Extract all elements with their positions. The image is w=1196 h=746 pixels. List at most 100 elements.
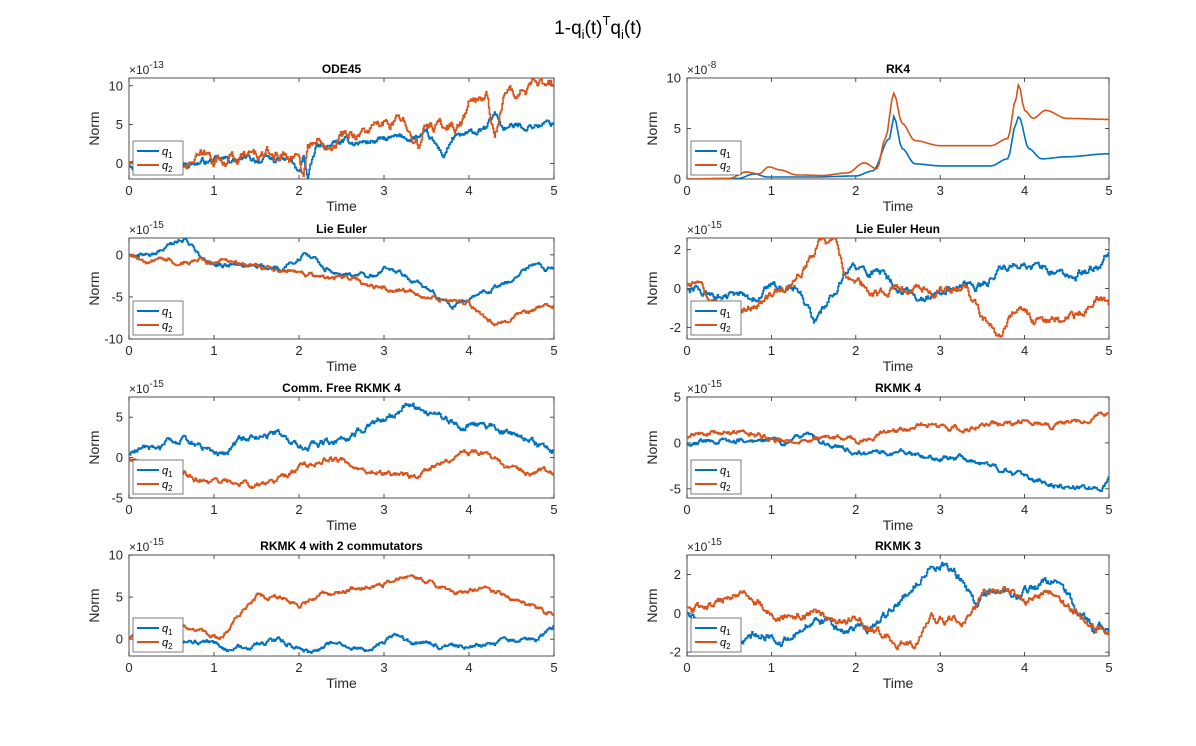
- subplot-title: RKMK 4 with 2 commutators: [260, 539, 423, 553]
- title-part-sub: i: [582, 27, 585, 42]
- exponent-power: -15: [149, 220, 164, 231]
- y-tick-label: -5: [111, 491, 123, 506]
- legend-subscript: 1: [726, 628, 731, 637]
- series-line-q1: [687, 561, 1109, 648]
- legend-subscript: 2: [726, 484, 731, 493]
- x-axis-label: Time: [326, 675, 357, 691]
- exponent-base: ×10: [687, 540, 708, 554]
- y-tick-label: 0: [116, 247, 123, 262]
- legend-symbol: q: [720, 306, 727, 318]
- axes-box: [128, 237, 555, 340]
- x-tick-label: 5: [550, 660, 557, 675]
- legend-subscript: 2: [168, 165, 173, 174]
- title-part-sub2: i: [621, 27, 624, 42]
- exponent-label: ×10-15: [129, 220, 164, 237]
- legend-subscript: 1: [168, 628, 173, 637]
- x-tick-label: 2: [295, 343, 302, 358]
- title-part-sup: T: [602, 13, 610, 28]
- exponent-power: -15: [707, 220, 722, 231]
- x-tick-label: 0: [125, 502, 132, 517]
- x-tick-label: 5: [1105, 502, 1112, 517]
- subplot-title: Lie Euler: [316, 222, 367, 236]
- legend-box: [132, 140, 184, 176]
- exponent-power: -15: [149, 379, 164, 390]
- y-tick-label: 5: [116, 117, 123, 132]
- y-axis-label: Norm: [86, 430, 102, 464]
- legend-label-q1: q1: [162, 306, 173, 320]
- x-tick-label: 0: [683, 502, 690, 517]
- x-tick-label: 1: [210, 183, 217, 198]
- subplot-title: RKMK 4: [875, 381, 921, 395]
- title-part-mid: (t): [585, 18, 603, 39]
- legend-symbol: q: [720, 623, 727, 635]
- x-tick-label: 5: [1105, 183, 1112, 198]
- legend-symbol: q: [720, 160, 727, 172]
- subplot-5: 0 1 2 3 4 5-505×10-15 Comm. Free RKMK 4TimeNor…: [86, 379, 558, 533]
- y-axis-label: Norm: [86, 111, 102, 145]
- exponent-base: ×10: [687, 223, 708, 237]
- y-tick-label: 0: [116, 632, 123, 647]
- x-tick-label: 2: [295, 183, 302, 198]
- x-tick-label: 2: [295, 660, 302, 675]
- legend-subscript: 2: [726, 165, 731, 174]
- y-axis-label: Norm: [86, 271, 102, 305]
- legend-box: [690, 617, 742, 653]
- exponent-base: ×10: [687, 382, 708, 396]
- title-part-main: 1-q: [554, 18, 581, 39]
- x-tick-label: 3: [937, 502, 944, 517]
- x-tick-label: 3: [380, 183, 387, 198]
- y-tick-label: 5: [116, 590, 123, 605]
- x-tick-label: 3: [937, 183, 944, 198]
- exponent-label: ×10-13: [129, 60, 164, 77]
- legend-subscript: 2: [726, 325, 731, 334]
- x-axis-label: Time: [883, 675, 914, 691]
- series-line-q1: [687, 252, 1109, 324]
- x-tick-label: 0: [683, 660, 690, 675]
- legend-box: [690, 300, 742, 336]
- y-tick-label: -5: [669, 481, 681, 496]
- x-tick-label: 4: [465, 183, 472, 198]
- legend-label-q1: q1: [162, 623, 173, 637]
- y-tick-label: 10: [667, 71, 681, 86]
- legend-label-q1: q1: [720, 623, 731, 637]
- legend-subscript: 2: [168, 484, 173, 493]
- legend-label-q1: q1: [162, 465, 173, 479]
- series-line-q2: [129, 78, 554, 177]
- series-line-q1: [129, 402, 554, 457]
- y-tick-label: 2: [674, 242, 681, 257]
- legend-box: [132, 459, 184, 495]
- exponent-base: ×10: [129, 382, 150, 396]
- y-tick-label: 10: [109, 78, 123, 93]
- legend-label-q2: q2: [162, 320, 173, 334]
- x-tick-label: 3: [937, 343, 944, 358]
- legend-symbol: q: [162, 146, 169, 158]
- exponent-label: ×10-15: [129, 537, 164, 554]
- series-line-q1: [129, 624, 554, 654]
- exponent-label: ×10-15: [687, 537, 722, 554]
- exponent-base: ×10: [687, 63, 708, 77]
- legend-symbol: q: [720, 479, 727, 491]
- y-tick-label: 0: [674, 172, 681, 187]
- y-axis-label: Norm: [644, 588, 660, 622]
- series-line-q1: [129, 111, 554, 179]
- series-line-q2: [687, 411, 1109, 445]
- x-tick-label: 5: [550, 502, 557, 517]
- legend-subscript: 1: [168, 311, 173, 320]
- legend-label-q2: q2: [720, 320, 731, 334]
- x-axis-label: Time: [326, 517, 357, 533]
- y-tick-label: -5: [111, 289, 123, 304]
- y-tick-label: 0: [116, 156, 123, 171]
- x-tick-label: 3: [380, 660, 387, 675]
- subplot-4: 0 1 2 3 4 5-202×10-15 Lie Euler HeunTimeNormq1…: [644, 220, 1113, 374]
- legend-subscript: 2: [168, 642, 173, 651]
- y-tick-label: 0: [674, 606, 681, 621]
- series-line-q2: [687, 238, 1109, 338]
- subplot-title: Comm. Free RKMK 4: [282, 381, 401, 395]
- x-tick-label: 4: [1021, 660, 1028, 675]
